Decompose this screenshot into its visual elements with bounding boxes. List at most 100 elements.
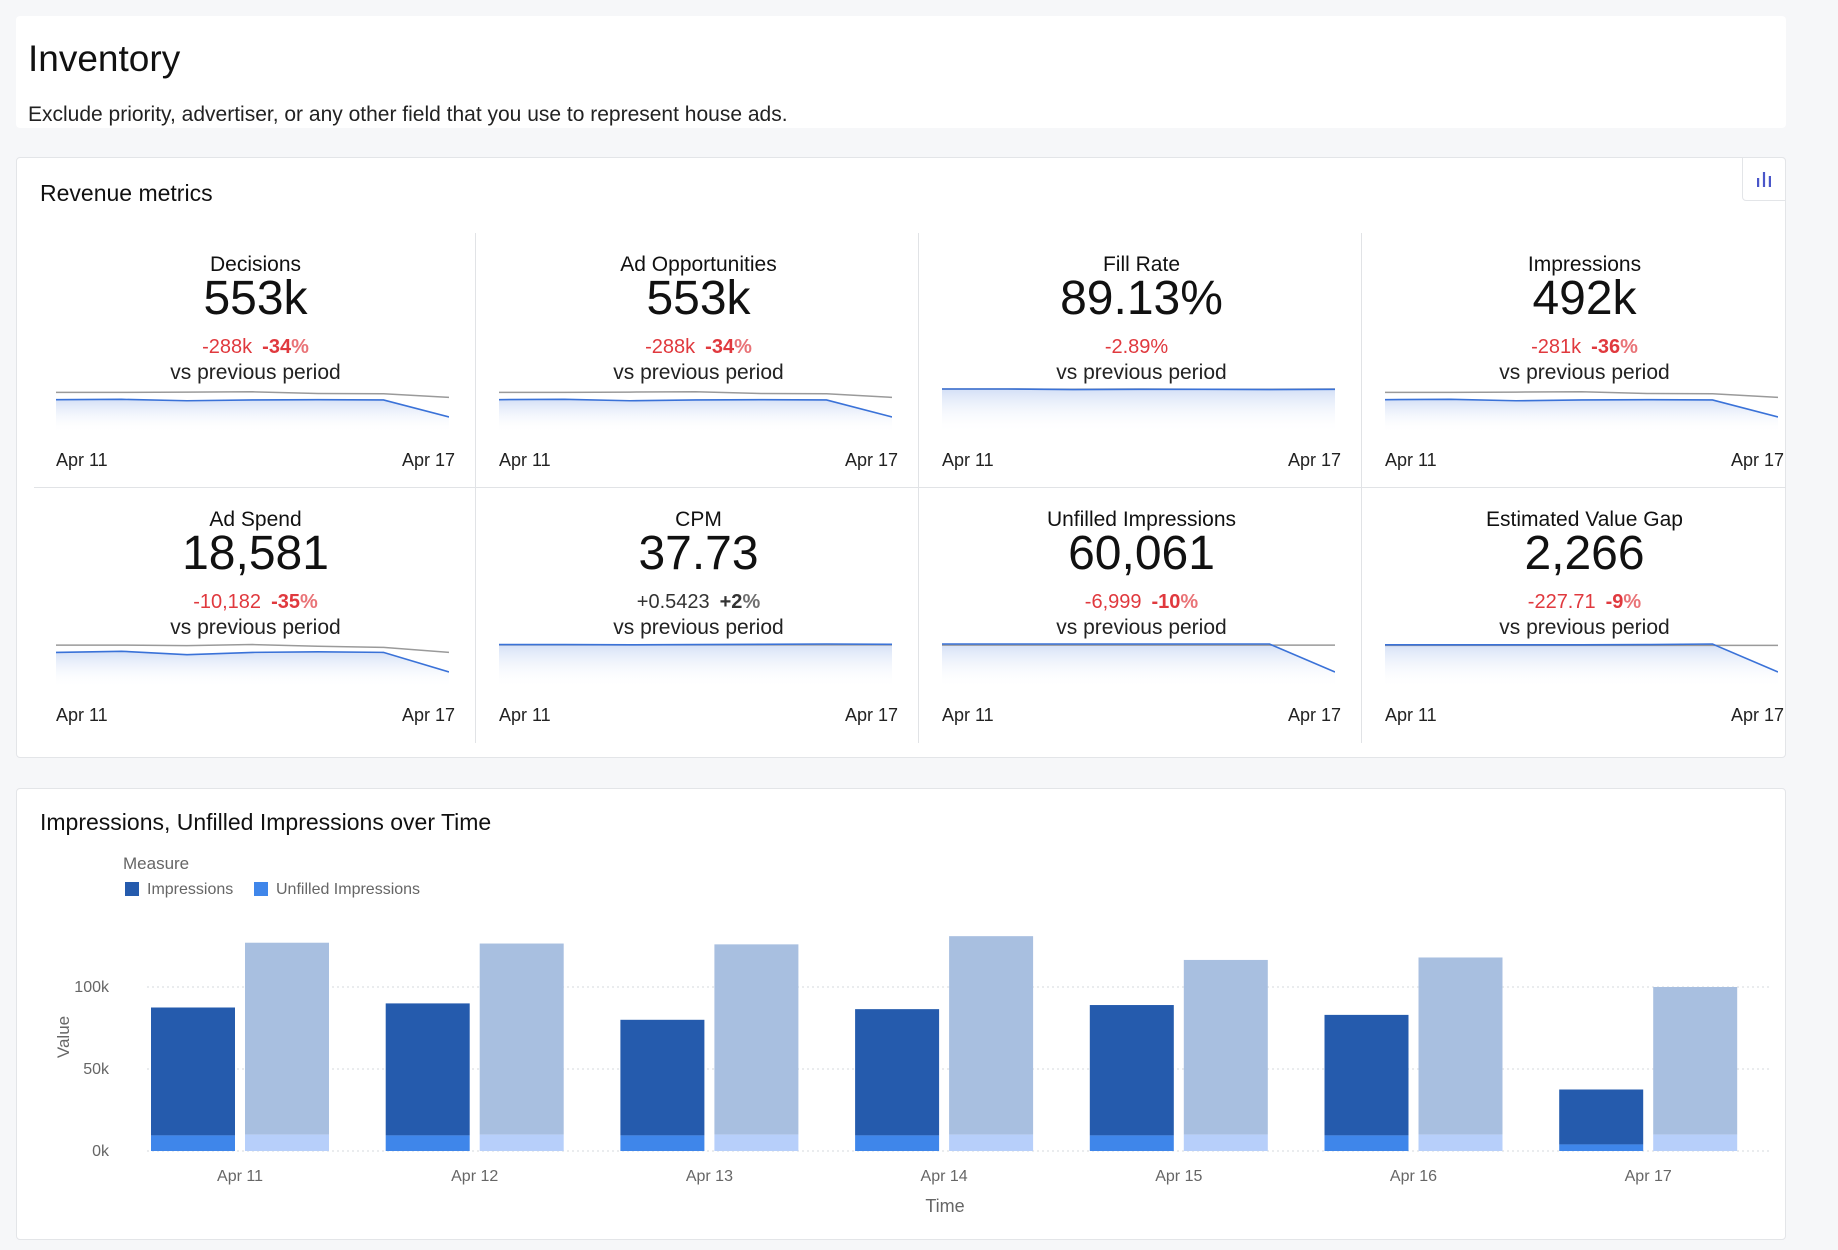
sparkline-current-period xyxy=(1385,398,1778,418)
metric-tile: Unfilled Impressions 60,061 -6,999 -10% vs p… xyxy=(920,488,1363,743)
metric-value: 2,266 xyxy=(1524,527,1645,580)
metric-delta-percent-value: -10 xyxy=(1151,591,1181,613)
bar-unfilled-previous xyxy=(949,1134,1034,1151)
sparkline xyxy=(56,643,449,688)
page-description: Exclude priority, advertiser, or any oth… xyxy=(28,103,788,126)
tile-divider xyxy=(475,233,476,743)
metric-tile: Impressions 492k -281k -36% vs previous peri… xyxy=(1363,233,1806,488)
vs-previous-label: vs previous period xyxy=(170,361,341,384)
metric-value: 37.73 xyxy=(638,527,759,580)
bar-impressions xyxy=(1324,1014,1409,1136)
bar-impressions-previous xyxy=(245,942,329,1135)
tile-divider xyxy=(918,233,919,743)
sparkline-start-label: Apr 11 xyxy=(942,450,994,470)
sparkline-current-period xyxy=(56,650,449,673)
sparkline xyxy=(499,391,892,433)
bar-unfilled-previous xyxy=(1653,1134,1738,1151)
bar-chart-icon xyxy=(1757,172,1771,187)
revenue-metrics-card: Revenue metrics Decisions 553k -288k -34% vs… xyxy=(16,157,1786,758)
sparkline-end-label: Apr 17 xyxy=(1730,705,1784,725)
percent-sign: % xyxy=(742,591,761,613)
y-tick-label: 50k xyxy=(83,1061,110,1078)
bar-unfilled-impressions xyxy=(1089,1135,1174,1151)
metric-tile-grid: Decisions 553k -288k -34% vs previous period… xyxy=(34,233,1786,743)
sparkline-area xyxy=(942,389,1335,433)
chart-toggle-button[interactable] xyxy=(1742,157,1786,201)
page-title: Inventory xyxy=(28,38,181,79)
metric-delta-percent-value: -35 xyxy=(271,591,300,613)
metric-value: 553k xyxy=(203,272,308,325)
sparkline-current-period xyxy=(942,643,1335,673)
metric-delta: -2.89% xyxy=(920,336,1363,359)
metric-tile: Estimated Value Gap 2,266 -227.71 -9% vs pre… xyxy=(1363,488,1806,743)
metric-delta: -227.71 -9% xyxy=(1363,591,1806,614)
metric-delta-percent: -35% xyxy=(271,591,318,613)
metric-delta-absolute: -2.89% xyxy=(1104,336,1169,358)
metric-tile: Ad Opportunities 553k -288k -34% vs previous… xyxy=(477,233,920,488)
sparkline xyxy=(942,388,1335,433)
bar-unfilled-previous xyxy=(1418,1134,1503,1151)
metric-label-decisions: Decisions xyxy=(209,253,302,276)
vs-previous-label: vs previous period xyxy=(613,616,784,639)
metric-delta-percent-value: -9 xyxy=(1605,591,1624,613)
x-axis-label: Time xyxy=(925,1196,964,1216)
percent-sign: % xyxy=(1620,336,1638,358)
metric-label-ad-spend: Ad Spend xyxy=(209,508,302,531)
metric-delta-absolute: -6,999 xyxy=(1084,591,1142,613)
metric-tile: Ad Spend 18,581 -10,182 -35% vs previous per… xyxy=(34,488,477,743)
y-axis-label: Value xyxy=(54,1016,73,1058)
sparkline-start-label: Apr 11 xyxy=(942,705,994,725)
bar-unfilled-previous xyxy=(245,1134,329,1151)
bar-unfilled-impressions xyxy=(151,1135,235,1151)
sparkline-end-label: Apr 17 xyxy=(1287,705,1341,725)
sparkline-current-period xyxy=(499,398,892,418)
metric-delta: -6,999 -10% xyxy=(920,591,1363,614)
bar-impressions-previous xyxy=(949,936,1034,1135)
metric-delta: -288k -34% xyxy=(34,336,477,359)
sparkline-current-period xyxy=(1385,643,1778,673)
sparkline-end-label: Apr 17 xyxy=(401,705,455,725)
tile-divider xyxy=(34,487,1786,488)
bar-impressions xyxy=(620,1019,705,1136)
sparkline xyxy=(56,391,449,433)
bar-impressions-previous xyxy=(1183,959,1268,1135)
y-tick-label: 100k xyxy=(74,979,110,996)
sparkline-end-label: Apr 17 xyxy=(401,450,455,470)
metric-label-estimated-value-gap: Estimated Value Gap xyxy=(1486,508,1683,531)
x-tick-label: Apr 12 xyxy=(451,1168,498,1185)
metric-tile: Fill Rate 89.13% -2.89% vs previous period A… xyxy=(920,233,1363,488)
x-tick-label: Apr 14 xyxy=(921,1168,968,1185)
metric-delta-percent-value: -36 xyxy=(1591,336,1621,358)
metric-delta-absolute: -10,182 xyxy=(193,591,262,613)
legend-title: Measure xyxy=(123,854,189,873)
metric-delta: -281k -36% xyxy=(1363,336,1806,359)
bar-impressions xyxy=(1089,1005,1174,1136)
metric-delta: +0.5423 +2% xyxy=(477,591,920,614)
sparkline-previous-period xyxy=(56,391,449,399)
sparkline-current-period xyxy=(942,388,1335,391)
sparkline-previous-period xyxy=(1385,391,1778,399)
page-header: Inventory Exclude priority, advertiser, … xyxy=(16,16,1786,128)
percent-sign: % xyxy=(734,336,752,358)
vs-previous-label: vs previous period xyxy=(613,361,784,384)
metric-delta-percent-value: +2 xyxy=(719,591,743,613)
sparkline-current-period xyxy=(56,398,449,418)
metric-label-cpm: CPM xyxy=(675,508,722,531)
sparkline xyxy=(1385,643,1778,688)
chart-title: Impressions, Unfilled Impressions over T… xyxy=(40,809,492,835)
x-tick-label: Apr 17 xyxy=(1625,1168,1672,1185)
metric-delta-absolute: +0.5423 xyxy=(636,591,710,613)
percent-sign: % xyxy=(299,591,318,613)
x-tick-label: Apr 13 xyxy=(686,1168,733,1185)
legend-swatch-impressions xyxy=(125,882,139,896)
vs-previous-label: vs previous period xyxy=(1056,616,1227,639)
metric-delta-percent: -34% xyxy=(705,336,752,358)
metric-delta-percent: -9% xyxy=(1606,591,1642,613)
vs-previous-label: vs previous period xyxy=(170,616,341,639)
x-tick-label: Apr 11 xyxy=(217,1168,263,1185)
sparkline-area xyxy=(499,644,892,688)
bar-unfilled-impressions xyxy=(855,1135,940,1151)
metric-label-impressions: Impressions xyxy=(1527,253,1642,276)
vs-previous-label: vs previous period xyxy=(1499,616,1670,639)
sparkline-area xyxy=(1385,399,1778,433)
